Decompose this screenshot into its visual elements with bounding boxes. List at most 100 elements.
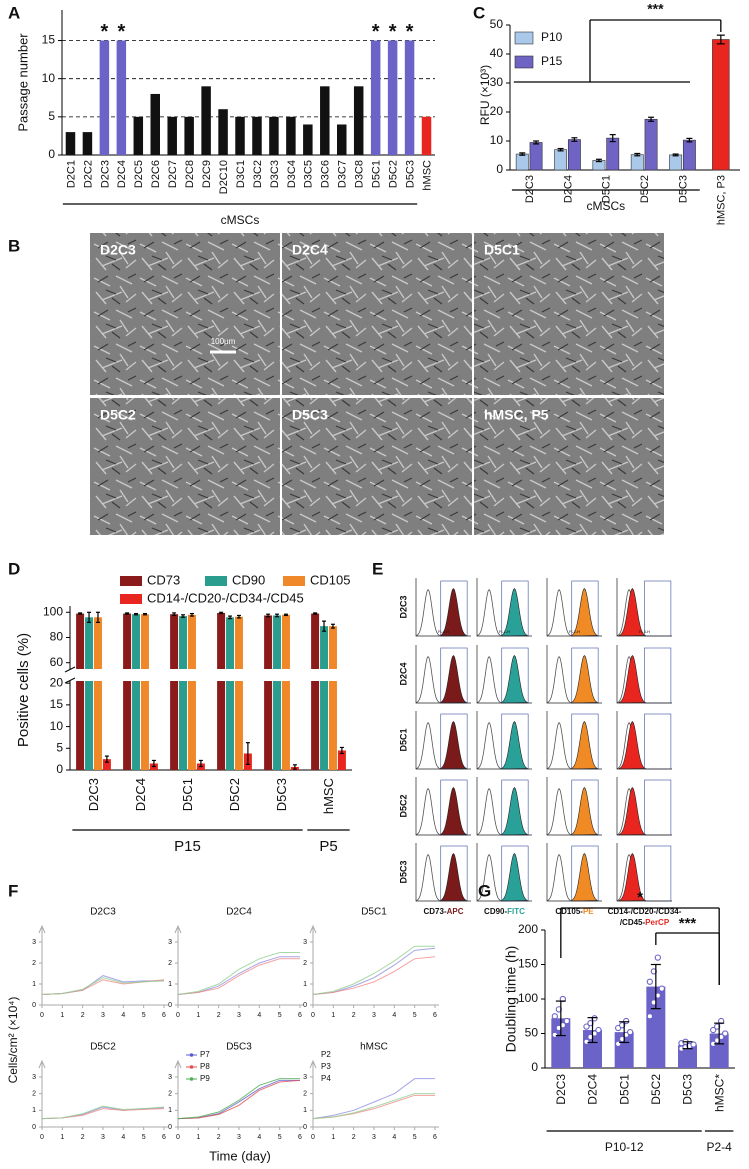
row-label: D5C3 (398, 860, 408, 883)
bar (264, 615, 273, 669)
flow-histogram (477, 786, 528, 836)
y-tick-label: 20 (50, 675, 64, 689)
error-bar (78, 612, 83, 615)
x-tick-label: 3 (237, 1134, 241, 1141)
x-tick-label: 5 (142, 1134, 146, 1141)
data-point (623, 1017, 630, 1025)
axis-arrow (309, 924, 317, 934)
axis-break (64, 666, 76, 673)
x-tick-label: 1 (196, 1012, 200, 1019)
cell-axes (546, 578, 602, 637)
x-tick-label: D5C2 (639, 175, 651, 203)
subplot-title: D5C3 (226, 1042, 252, 1053)
bar (132, 681, 141, 770)
legend-label: CD90 (232, 572, 265, 587)
growth-line (41, 1105, 165, 1120)
legend-label: P4 (321, 1074, 331, 1083)
growth-line (177, 958, 300, 995)
x-tick-label: 3 (237, 1012, 241, 1019)
bar (140, 681, 149, 770)
x-tick-label: 2 (352, 1012, 356, 1019)
control-curve (416, 853, 440, 901)
annotation: * (406, 21, 414, 43)
bar (286, 116, 296, 155)
micrograph (474, 233, 664, 395)
y-tick-label: 3 (168, 939, 172, 946)
image-label: hMSC, P5 (484, 407, 549, 423)
x-tick-label: 4 (257, 1134, 261, 1141)
bar (226, 617, 235, 669)
y-tick-label: 5 (48, 109, 55, 123)
subplot-title: D2C3 (90, 907, 116, 918)
bar (187, 681, 196, 770)
error-bar (292, 764, 297, 770)
bar (179, 616, 188, 669)
data-point (627, 1028, 634, 1036)
flow-histogram (477, 587, 528, 637)
bar (554, 149, 568, 171)
image-label: D5C3 (292, 407, 328, 423)
micrograph (282, 233, 472, 395)
growth-line (312, 1078, 435, 1120)
legend-swatch (120, 594, 142, 604)
error-bar (142, 612, 147, 616)
x-tick-label: D2C4 (133, 778, 148, 811)
bar (515, 153, 529, 171)
panel-letter: D (8, 559, 20, 578)
flow-histogram (477, 720, 528, 770)
growth-line (177, 1079, 301, 1120)
bar (226, 681, 235, 770)
x-tick-label: 2 (217, 1012, 221, 1019)
stained-curve (570, 654, 598, 704)
x-tick-label: hMSC (321, 778, 336, 814)
error-bar (313, 612, 318, 615)
x-tick-label: D2C2 (82, 160, 94, 188)
bar (252, 116, 262, 155)
error-bar (634, 152, 641, 157)
legend-label: CD105 (310, 572, 350, 587)
flow-histogram (617, 587, 646, 637)
error-bar (245, 742, 250, 765)
bar (273, 681, 282, 770)
fluorophore: APC (447, 907, 464, 916)
gate (644, 647, 672, 704)
x-tick-label: D2C3 (554, 1074, 568, 1105)
x-tick-label: D3C6 (320, 160, 332, 188)
error-bar (104, 755, 109, 763)
subplot-title: D5C1 (361, 907, 387, 918)
y-tick-label: 3 (303, 1074, 307, 1081)
subplot-title: D2C4 (226, 907, 252, 918)
marker-name: CD14-/CD20-/CD34- (608, 907, 682, 916)
error-bar (330, 623, 335, 629)
legend-label: CD73 (147, 572, 180, 587)
y-tick-label: 0 (168, 1124, 172, 1131)
bar (630, 154, 644, 171)
column-label: CD90-FITC (484, 907, 525, 916)
error-bar (236, 614, 241, 619)
error-bar (198, 759, 203, 768)
bar (234, 616, 243, 669)
micrograph (474, 398, 664, 535)
group-label: cMSCs (586, 199, 625, 213)
growth-line (312, 1093, 435, 1120)
panel-letter: A (8, 3, 20, 22)
panel-letter: G (478, 881, 491, 900)
x-tick-label: 5 (413, 1012, 417, 1019)
y-tick-label: 15 (42, 33, 56, 47)
bar (167, 116, 177, 155)
bar (99, 40, 110, 155)
stained-curve (439, 786, 467, 836)
data-point (650, 999, 657, 1006)
growth-line (312, 947, 436, 995)
error-bar (322, 620, 327, 632)
flow-histogram (547, 720, 598, 770)
legend-swatch (514, 31, 534, 45)
bar (187, 614, 196, 669)
bar (82, 132, 93, 155)
panel-letter: C (473, 3, 485, 22)
bar (65, 132, 76, 155)
image-label: D2C3 (100, 242, 136, 258)
error-bar (125, 612, 130, 615)
y-tick-label: 2 (303, 1091, 307, 1098)
